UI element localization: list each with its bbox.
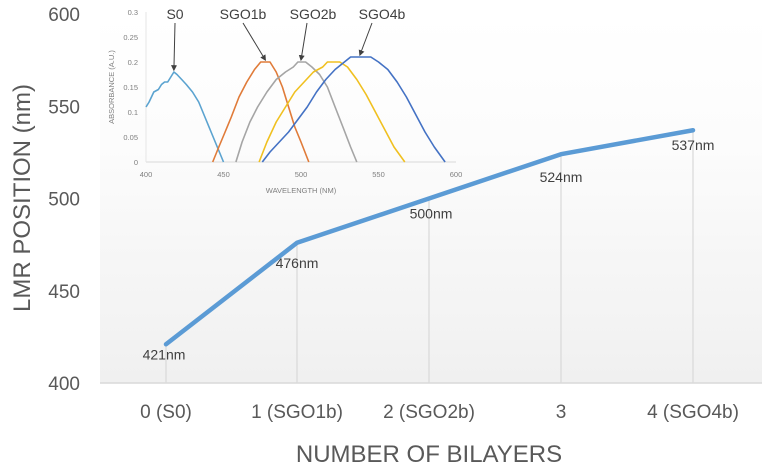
inset-y-axis-title: ABSORBANCE (A.U.) — [107, 50, 116, 124]
inset-annotation-arrow — [358, 22, 373, 57]
inset-series — [145, 56, 446, 163]
inset-y-tick-label: 0.05 — [123, 133, 138, 142]
main-y-tick-label: 400 — [48, 374, 80, 395]
inset-series-s0 — [145, 71, 225, 163]
inset-x-tick-label: 600 — [450, 170, 463, 179]
main-x-tick-label: 1 (SGO1b) — [251, 402, 343, 423]
main-y-tick-label: 600 — [48, 5, 80, 26]
main-x-tick-label: 3 — [556, 402, 567, 423]
inset-annotation-arrow — [242, 22, 266, 62]
main-y-axis-title: LMR POSITION (nm) — [9, 84, 36, 312]
main-data-labels: 421nm 476nm 500nm 524nm 537nm — [143, 137, 715, 362]
inset-x-tick-label: 450 — [217, 170, 230, 179]
main-x-axis-title: NUMBER OF BILAYERS — [296, 441, 562, 468]
main-data-label: 421nm — [143, 346, 186, 362]
main-data-label: 500nm — [410, 206, 453, 222]
main-x-tick-label: 2 (SGO2b) — [383, 402, 475, 423]
main-y-tick-label: 500 — [48, 190, 80, 211]
main-drop-lines — [165, 130, 694, 383]
main-data-label: 476nm — [276, 255, 319, 271]
inset-series-sgo2b — [235, 61, 358, 163]
inset-y-tick-label: 0.25 — [123, 33, 138, 42]
main-data-label: 537nm — [672, 137, 715, 153]
main-series-line — [163, 127, 696, 347]
inset-series-sgo4b — [261, 56, 446, 163]
inset-x-tick-label: 500 — [295, 170, 308, 179]
inset-y-tick-label: 0.1 — [128, 108, 138, 117]
main-y-tick-label: 450 — [48, 282, 80, 303]
inset-y-tick-label: 0.3 — [128, 8, 138, 17]
main-x-axis-ticks: 0 (S0) 1 (SGO1b) 2 (SGO2b) 3 4 (SGO4b) — [140, 402, 739, 423]
inset-series-sgo3b — [258, 61, 406, 163]
main-y-tick-label: 550 — [48, 97, 80, 118]
inset-y-tick-label: 0 — [134, 158, 138, 167]
main-y-axis-ticks: 400 450 500 550 600 — [48, 5, 80, 395]
inset-y-tick-label: 0.15 — [123, 83, 138, 92]
inset-annotation-arrow — [171, 22, 178, 72]
inset-x-tick-label: 550 — [372, 170, 385, 179]
inset-annotation-arrow — [298, 22, 308, 62]
inset-annotation-label: SGO2b — [290, 6, 337, 22]
inset-y-tick-label: 0.2 — [128, 58, 138, 67]
inset-chart: 0 0.05 0.1 0.15 0.2 0.25 0.3 400 450 500 550 600 S0… — [107, 6, 462, 195]
inset-annotation-label: SGO1b — [220, 6, 267, 22]
main-data-label: 524nm — [540, 169, 583, 185]
inset-x-tick-label: 400 — [140, 170, 153, 179]
main-x-tick-label: 4 (SGO4b) — [647, 402, 739, 423]
inset-annotation-label: S0 — [166, 6, 183, 22]
inset-x-axis-title: WAVELENGTH (NM) — [266, 186, 337, 195]
main-x-tick-label: 0 (S0) — [140, 402, 192, 423]
inset-series-sgo1b — [211, 61, 310, 163]
inset-annotations: S0 SGO1b SGO2b SGO4b — [166, 6, 406, 72]
inset-annotation-label: SGO4b — [359, 6, 406, 22]
